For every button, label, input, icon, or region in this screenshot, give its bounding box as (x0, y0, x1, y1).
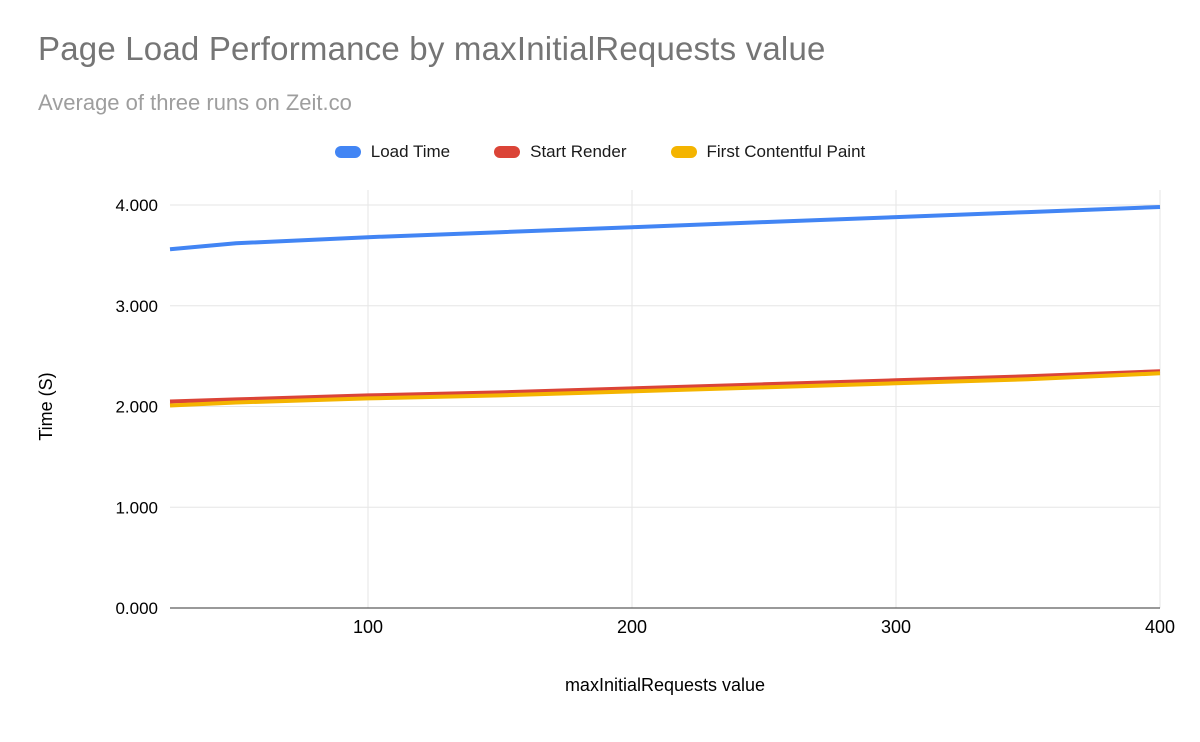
y-tick-label: 1.000 (115, 498, 158, 517)
x-tick-label: 200 (617, 617, 647, 637)
x-tick-label: 300 (881, 617, 911, 637)
line-chart: 0.000 1.000 2.000 3.000 4.000 100 200 300 400 Tim… (36, 190, 1175, 695)
series-line-first-contentful-paint (169, 371, 1161, 408)
x-axis-title: maxInitialRequests value (565, 675, 765, 695)
legend-swatch-icon (494, 146, 521, 158)
y-tick-label: 4.000 (115, 196, 158, 215)
legend: Load Time Start Render First Contentful Pa… (0, 142, 1200, 162)
legend-label: First Contentful Paint (706, 142, 866, 161)
y-tick-label: 0.000 (115, 599, 158, 618)
legend-swatch-icon (334, 146, 361, 158)
chart-title: Page Load Performance by maxInitialReque… (38, 30, 826, 67)
y-tick-label: 3.000 (115, 297, 158, 316)
legend-item-first-contentful-paint[interactable]: First Contentful Paint (670, 142, 866, 162)
legend-label: Load Time (370, 142, 451, 161)
legend-label: Start Render (530, 142, 627, 161)
y-tick-label: 2.000 (115, 398, 158, 417)
x-tick-label: 400 (1145, 617, 1175, 637)
legend-swatch-icon (670, 146, 697, 158)
y-axis-title: Time (S) (36, 372, 56, 440)
series-line-start-render (169, 369, 1161, 404)
legend-item-load-time[interactable]: Load Time (334, 142, 451, 162)
x-tick-label: 100 (353, 617, 383, 637)
series-line-load-time (169, 205, 1161, 252)
legend-item-start-render[interactable]: Start Render (494, 142, 627, 162)
chart-subtitle: Average of three runs on Zeit.co (38, 90, 352, 115)
